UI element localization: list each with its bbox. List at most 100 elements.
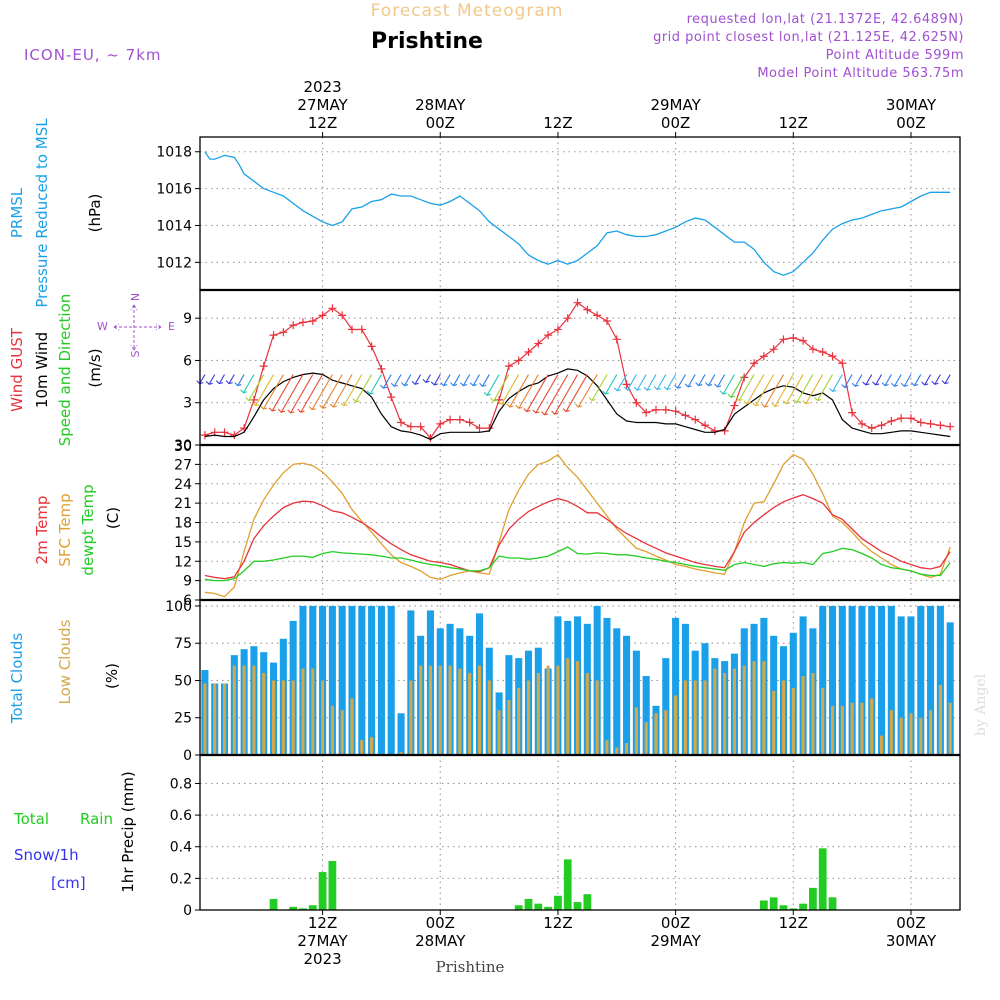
- wind-direction-arrow: [924, 374, 932, 386]
- requested-coordinates: requested lon,lat (21.1372E, 42.6489N): [687, 12, 964, 27]
- series-line-prmsl: [204, 151, 951, 276]
- gust-point-marker: [357, 325, 366, 334]
- wind-direction-arrow: [255, 374, 275, 406]
- compass-arrows: [113, 304, 162, 351]
- bar-low-clouds: [840, 705, 844, 755]
- gust-point-marker: [926, 419, 935, 428]
- wind-arrow-head: [623, 386, 632, 391]
- ylabel-total-clouds: Total Clouds: [8, 633, 26, 725]
- y-tick-label: 0.6: [170, 808, 192, 824]
- top-axis-label: 00Z: [896, 114, 925, 132]
- wind-arrow-head: [719, 390, 727, 395]
- series-line-sfc-temp: [204, 453, 951, 598]
- gridlines: [200, 137, 960, 290]
- bottom-axis-label: 12Z: [779, 914, 808, 932]
- ylabel-hpa: (hPa): [86, 194, 104, 233]
- y-tick-label: 0: [183, 748, 192, 764]
- bar-low-clouds: [742, 665, 746, 755]
- gust-point-marker: [661, 405, 670, 414]
- wind-arrow-head: [911, 382, 919, 387]
- wind-arrow-head: [215, 380, 224, 385]
- wind-arrow-head: [941, 380, 949, 385]
- bar-total-clouds: [878, 605, 886, 755]
- wind-arrow-head: [695, 382, 703, 387]
- gust-point-marker: [387, 393, 396, 402]
- bar-low-clouds: [517, 687, 521, 755]
- bar-low-clouds: [909, 713, 913, 755]
- wind-direction-arrow: [208, 374, 216, 385]
- wind-arrow-head: [366, 390, 374, 395]
- wind-direction-arrow: [237, 374, 245, 386]
- gust-point-marker: [553, 325, 562, 334]
- bar-total-clouds: [632, 650, 640, 755]
- compass-e: E: [168, 320, 175, 333]
- gust-point-marker: [593, 311, 602, 320]
- wind-arrow-head: [329, 403, 337, 408]
- y-tick-label: 24: [174, 477, 192, 493]
- bar-low-clouds: [781, 680, 786, 755]
- wind-direction-arrow: [656, 374, 667, 390]
- wind-arrow-head: [340, 402, 348, 407]
- wind-arrow-head: [440, 382, 448, 387]
- panel-background: [200, 290, 960, 445]
- wind-direction-arrow: [518, 374, 539, 409]
- gust-point-marker: [779, 335, 788, 344]
- gust-point-marker: [671, 407, 680, 416]
- wind-arrow-head: [297, 408, 305, 413]
- panel-background: [200, 755, 960, 910]
- gust-point-marker: [583, 305, 592, 314]
- bar-low-clouds: [438, 665, 442, 755]
- wind-arrow-head: [900, 382, 908, 387]
- gust-point-marker: [622, 380, 631, 389]
- top-axis-label: 00Z: [426, 114, 455, 132]
- legend-rain: Rain: [80, 810, 113, 828]
- gust-point-marker: [906, 414, 915, 423]
- gust-point-marker: [887, 417, 896, 426]
- wind-direction-arrow: [865, 374, 873, 386]
- wind-direction-arrow: [509, 374, 529, 408]
- wind-arrow-head: [308, 406, 316, 411]
- bar-low-clouds: [585, 673, 589, 755]
- model-point-altitude: Model Point Altitude 563.75m: [757, 66, 964, 81]
- bar-precip-rain: [573, 902, 582, 910]
- wind-arrow-head: [862, 381, 870, 386]
- bar-precip-rain: [299, 908, 307, 910]
- compass-n: N: [129, 293, 142, 301]
- wind-arrow-head: [841, 384, 849, 389]
- compass-s: S: [129, 350, 142, 357]
- gust-point-marker: [750, 359, 759, 368]
- wind-arrow-head: [450, 382, 458, 387]
- bar-precip-rain: [544, 906, 553, 910]
- bar-low-clouds: [203, 683, 207, 755]
- y-tick-label: 1018: [156, 145, 192, 161]
- bar-low-clouds: [213, 683, 217, 755]
- bar-precip-rain: [583, 894, 592, 910]
- gust-point-marker: [220, 428, 229, 437]
- series-line-10m-wind: [204, 368, 951, 441]
- wind-direction-arrow: [805, 374, 824, 405]
- panel-wind: 0 3 6 9: [183, 289, 961, 454]
- gust-point-marker: [259, 362, 268, 371]
- wind-direction-arrow: [913, 374, 922, 386]
- bar-low-clouds: [281, 680, 285, 755]
- series-line-dewpt-temp: [204, 546, 951, 582]
- gust-point-marker: [808, 345, 817, 354]
- y-tick-label: 9: [183, 311, 192, 327]
- bar-total-clouds: [897, 616, 905, 755]
- wind-arrow-head: [205, 380, 213, 385]
- wind-arrow-head: [684, 383, 692, 388]
- ylabel-wind-gust: Wind GUST: [8, 327, 26, 412]
- chart-panels: 1012101410161018036969121518212427303002…: [8, 118, 961, 919]
- bar-total-clouds: [927, 605, 935, 755]
- watermark: by Angel: [973, 673, 989, 736]
- gust-point-marker: [514, 356, 523, 365]
- gust-point-marker: [534, 339, 543, 348]
- wind-direction-arrow: [893, 374, 902, 387]
- gust-point-marker: [465, 418, 474, 427]
- bar-low-clouds: [811, 673, 815, 755]
- wind-direction-arrow: [263, 374, 284, 410]
- bar-total-clouds: [603, 617, 611, 755]
- bar-precip-rain: [524, 898, 533, 910]
- compass-rose: N W E S: [97, 293, 175, 358]
